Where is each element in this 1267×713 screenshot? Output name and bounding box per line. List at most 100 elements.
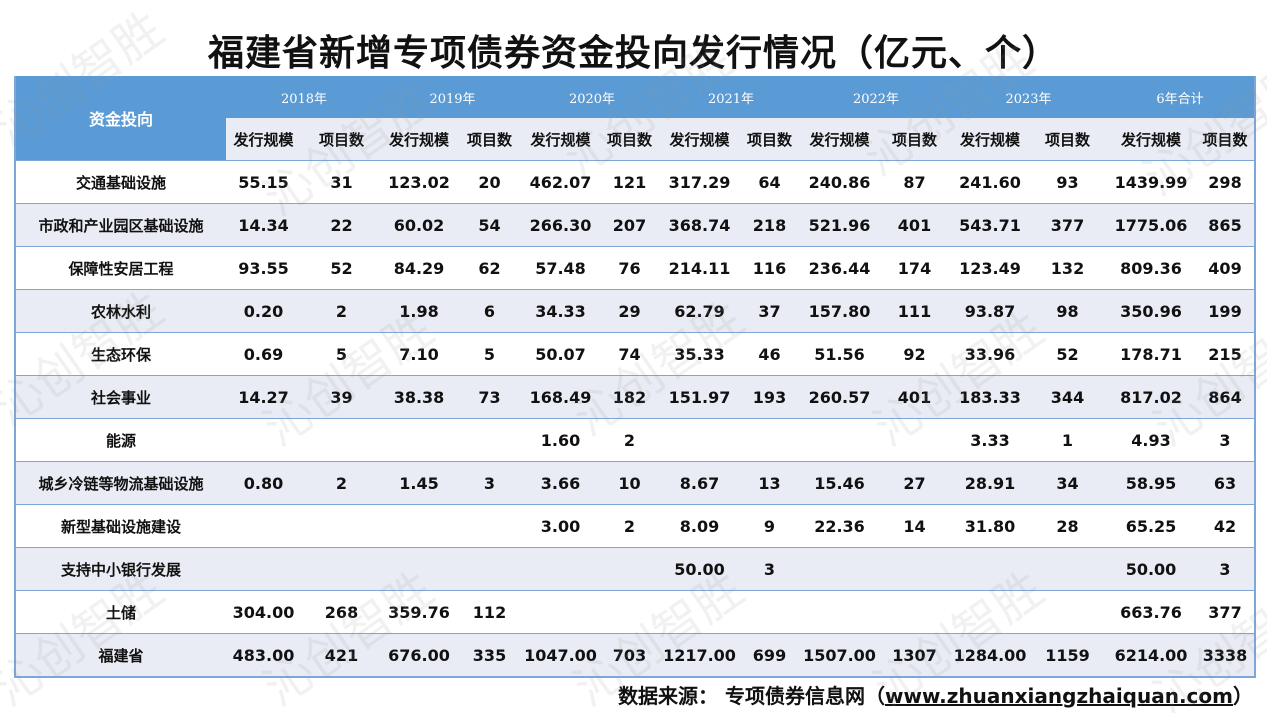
count-cell: 2	[598, 504, 661, 548]
scale-header: 发行规模	[226, 118, 301, 161]
count-cell: 22	[301, 203, 382, 247]
scale-cell: 168.49	[523, 375, 598, 419]
scale-header: 发行规模	[661, 118, 738, 161]
scale-cell: 1507.00	[801, 633, 878, 677]
count-cell: 268	[301, 590, 382, 634]
scale-cell: 0.80	[226, 461, 301, 505]
scale-cell	[661, 590, 738, 634]
scale-cell	[801, 547, 878, 591]
scale-cell: 123.02	[382, 160, 456, 204]
scale-cell: 521.96	[801, 203, 878, 247]
count-cell: 10	[598, 461, 661, 505]
scale-cell: 50.00	[1106, 547, 1196, 591]
scale-header: 发行规模	[1106, 118, 1196, 161]
scale-cell: 60.02	[382, 203, 456, 247]
count-cell: 3	[1196, 547, 1255, 591]
scale-cell: 1775.06	[1106, 203, 1196, 247]
scale-cell: 3.66	[523, 461, 598, 505]
scale-cell: 543.71	[951, 203, 1029, 247]
count-cell: 3	[738, 547, 801, 591]
table-row: 新型基础设施建设 3.00 2 8.09 9 22.36 14 31.80 28 65.25 42	[15, 504, 1255, 548]
table-row: 能源 1.60 2 3.33 1 4.93 3	[15, 418, 1255, 462]
count-cell	[301, 418, 382, 462]
scale-cell: 22.36	[801, 504, 878, 548]
scale-header: 发行规模	[951, 118, 1029, 161]
count-cell: 218	[738, 203, 801, 247]
count-cell: 377	[1029, 203, 1106, 247]
count-cell: 3338	[1196, 633, 1255, 677]
row-name: 保障性安居工程	[15, 246, 226, 290]
scale-cell	[382, 547, 456, 591]
table-row: 交通基础设施 55.15 31 123.02 20 462.07 121 317.29 64 24…	[15, 160, 1255, 204]
count-cell: 52	[301, 246, 382, 290]
scale-cell: 8.09	[661, 504, 738, 548]
count-cell: 121	[598, 160, 661, 204]
scale-cell: 58.95	[1106, 461, 1196, 505]
count-cell	[598, 590, 661, 634]
page-title: 福建省新增专项债券资金投向发行情况（亿元、个）	[207, 33, 1059, 74]
count-header: 项目数	[1196, 118, 1255, 161]
scale-cell: 93.87	[951, 289, 1029, 333]
scale-cell: 151.97	[661, 375, 738, 419]
scale-cell: 266.30	[523, 203, 598, 247]
scale-cell: 8.67	[661, 461, 738, 505]
table-row: 生态环保 0.69 5 7.10 5 50.07 74 35.33 46 51.56 92 33.96…	[15, 332, 1255, 376]
count-cell: 14	[878, 504, 951, 548]
scale-cell: 304.00	[226, 590, 301, 634]
count-cell: 132	[1029, 246, 1106, 290]
scale-cell: 93.55	[226, 246, 301, 290]
count-cell: 5	[456, 332, 523, 376]
count-cell: 52	[1029, 332, 1106, 376]
count-cell: 98	[1029, 289, 1106, 333]
scale-cell: 34.33	[523, 289, 598, 333]
scale-cell	[951, 547, 1029, 591]
count-cell	[456, 418, 523, 462]
scale-cell: 0.69	[226, 332, 301, 376]
count-cell	[878, 590, 951, 634]
count-cell: 62	[456, 246, 523, 290]
count-header: 项目数	[456, 118, 523, 161]
count-cell: 54	[456, 203, 523, 247]
count-cell: 74	[598, 332, 661, 376]
scale-cell: 1.98	[382, 289, 456, 333]
year-header: 2020年	[523, 76, 661, 118]
count-cell: 28	[1029, 504, 1106, 548]
source-end: ）	[1233, 684, 1253, 708]
count-cell: 31	[301, 160, 382, 204]
count-cell	[738, 590, 801, 634]
scale-cell: 809.36	[1106, 246, 1196, 290]
scale-cell: 214.11	[661, 246, 738, 290]
count-header: 项目数	[738, 118, 801, 161]
scale-cell: 240.86	[801, 160, 878, 204]
scale-cell: 65.25	[1106, 504, 1196, 548]
bond-table: 资金投向 2018年 2019年 2020年 2021年 2022年 2023年 6年合计 发…	[14, 76, 1256, 678]
row-name: 新型基础设施建设	[15, 504, 226, 548]
count-cell: 703	[598, 633, 661, 677]
source-url[interactable]: www.zhuanxiangzhaiquan.com	[885, 684, 1233, 708]
table-row: 土储 304.00 268 359.76 112 663.76 377	[15, 590, 1255, 634]
count-cell: 116	[738, 246, 801, 290]
count-cell: 5	[301, 332, 382, 376]
count-cell	[878, 547, 951, 591]
scale-cell: 359.76	[382, 590, 456, 634]
count-cell	[1029, 547, 1106, 591]
count-cell	[878, 418, 951, 462]
count-header: 项目数	[878, 118, 951, 161]
count-cell: 2	[598, 418, 661, 462]
scale-header: 发行规模	[382, 118, 456, 161]
count-cell: 401	[878, 203, 951, 247]
count-cell: 37	[738, 289, 801, 333]
scale-cell: 3.33	[951, 418, 1029, 462]
scale-cell: 7.10	[382, 332, 456, 376]
scale-cell: 1439.99	[1106, 160, 1196, 204]
scale-cell: 57.48	[523, 246, 598, 290]
count-cell: 174	[878, 246, 951, 290]
scale-cell	[523, 590, 598, 634]
count-header: 项目数	[598, 118, 661, 161]
scale-cell: 157.80	[801, 289, 878, 333]
count-cell: 64	[738, 160, 801, 204]
scale-cell: 462.07	[523, 160, 598, 204]
count-cell: 421	[301, 633, 382, 677]
year-header: 2022年	[801, 76, 951, 118]
row-name: 福建省	[15, 633, 226, 677]
